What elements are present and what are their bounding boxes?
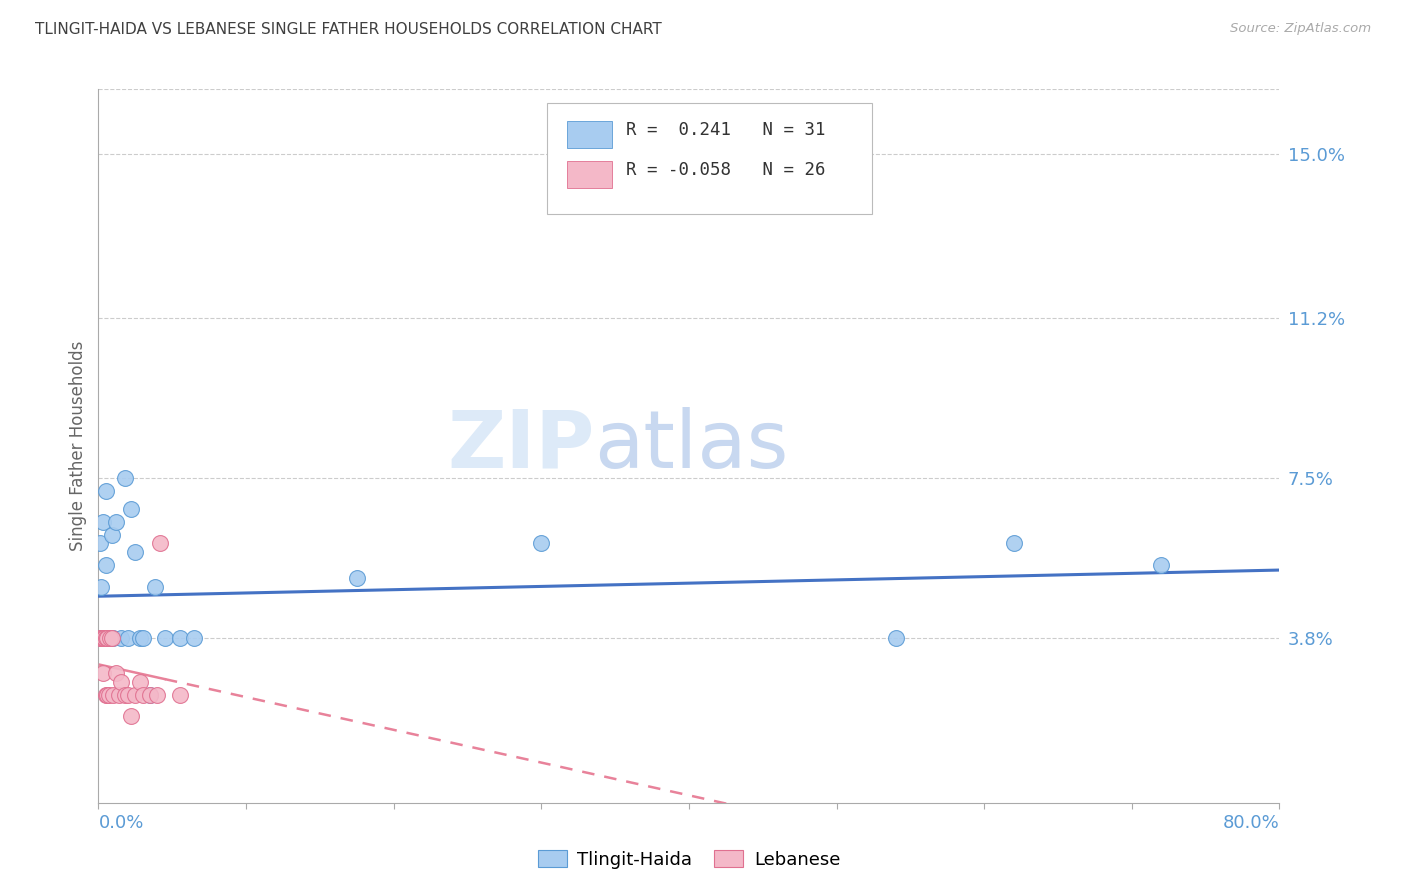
Point (114, 471, 136, 485)
Point (146, 688, 169, 702)
Text: TLINGIT-HAIDA VS LEBANESE SINGLE FATHER HOUSEHOLDS CORRELATION CHART: TLINGIT-HAIDA VS LEBANESE SINGLE FATHER … (35, 22, 662, 37)
Point (110, 674, 132, 689)
Point (183, 632, 205, 646)
Point (91, 632, 114, 646)
Point (90, 632, 112, 646)
Point (98, 632, 121, 646)
Point (96, 632, 118, 646)
Text: atlas: atlas (595, 407, 789, 485)
Point (94, 484, 117, 499)
Point (108, 688, 131, 702)
Point (1002, 536, 1025, 550)
Point (90, 580, 112, 594)
Point (91, 666, 114, 681)
Point (98, 632, 121, 646)
Point (1150, 558, 1173, 572)
Point (103, 688, 125, 702)
Point (89, 632, 111, 646)
Point (114, 688, 136, 702)
Point (100, 632, 122, 646)
Point (96, 688, 118, 702)
Point (139, 688, 162, 702)
Point (94, 632, 117, 646)
Point (124, 545, 146, 559)
Point (91, 515, 114, 529)
Text: R =  0.241   N = 31: R = 0.241 N = 31 (626, 120, 825, 138)
Point (110, 632, 132, 646)
Legend: Tlingit-Haida, Lebanese: Tlingit-Haida, Lebanese (530, 843, 848, 876)
Point (884, 632, 907, 646)
Text: ZIP: ZIP (447, 407, 595, 485)
Point (124, 688, 146, 702)
Point (346, 571, 368, 585)
Point (128, 674, 150, 689)
Point (132, 688, 155, 702)
Point (128, 632, 150, 646)
Point (530, 536, 553, 550)
Point (117, 688, 139, 702)
Point (103, 632, 125, 646)
Point (90, 632, 112, 646)
Point (93, 632, 115, 646)
Point (97, 688, 120, 702)
Point (100, 527, 122, 541)
Point (105, 515, 128, 529)
Point (94, 558, 117, 572)
Text: 80.0%: 80.0% (1223, 814, 1279, 831)
Point (143, 580, 166, 594)
FancyBboxPatch shape (547, 103, 872, 214)
FancyBboxPatch shape (567, 120, 612, 148)
Point (153, 632, 176, 646)
Point (169, 632, 191, 646)
Point (120, 709, 142, 723)
Text: 0.0%: 0.0% (98, 814, 143, 831)
Point (132, 632, 155, 646)
Point (91, 632, 114, 646)
Point (105, 666, 128, 681)
Point (93, 632, 115, 646)
Point (120, 501, 142, 516)
Point (96, 632, 118, 646)
Point (169, 688, 191, 702)
Point (117, 632, 139, 646)
Text: R = -0.058   N = 26: R = -0.058 N = 26 (626, 161, 825, 179)
Y-axis label: Single Father Households: Single Father Households (69, 341, 87, 551)
Point (89, 536, 111, 550)
Text: Source: ZipAtlas.com: Source: ZipAtlas.com (1230, 22, 1371, 36)
FancyBboxPatch shape (567, 161, 612, 188)
Point (139, 688, 162, 702)
Point (149, 536, 172, 550)
Point (94, 688, 117, 702)
Point (97, 632, 120, 646)
